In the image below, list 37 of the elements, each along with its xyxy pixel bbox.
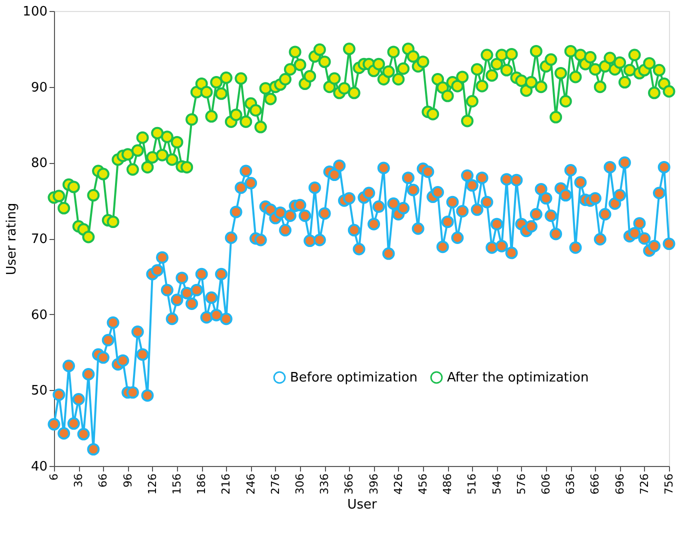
x-tick-label: 36 [72,474,86,488]
x-tick-label: 486 [441,474,454,494]
y-tick-label: 90 [30,80,48,96]
x-tick-label: 426 [392,474,405,494]
y-tick-label: 100 [22,4,48,20]
x-tick-label: 246 [244,474,258,494]
x-tick-label: 456 [416,474,430,494]
x-tick-label: 606 [540,474,552,494]
y-axis-title: User rating [4,202,20,276]
x-tick-label: 636 [564,474,578,494]
x-tick-label: 696 [613,474,626,494]
x-tick-label: 576 [514,474,528,494]
x-tick-label: 66 [96,474,110,488]
legend-label: After the optimization [447,370,589,386]
legend-label: Before optimization [290,370,418,386]
x-tick-label: 666 [588,474,602,494]
x-tick-label: 126 [146,474,159,494]
x-tick-label: 156 [170,474,184,494]
x-tick-label: 726 [638,474,651,494]
x-tick-label: 306 [294,474,306,494]
x-tick-label: 756 [662,474,676,494]
x-tick-label: 516 [466,474,479,494]
x-tick-label: 6 [48,474,60,480]
y-tick-label: 50 [30,384,48,399]
y-tick-label: 70 [30,232,48,247]
x-tick-label: 396 [367,474,380,494]
x-tick-label: 96 [121,474,134,488]
y-tick-label: 80 [30,156,48,172]
x-tick-label: 216 [220,474,233,494]
x-tick-label: 336 [318,474,332,494]
x-tick-label: 276 [268,474,282,494]
x-tick-label: 366 [342,474,356,494]
y-tick-label: 40 [30,460,48,474]
x-axis-title: User [347,497,378,512]
y-tick-label: 60 [30,308,48,323]
x-tick-label: 546 [490,474,504,494]
x-tick-label: 186 [195,474,208,494]
